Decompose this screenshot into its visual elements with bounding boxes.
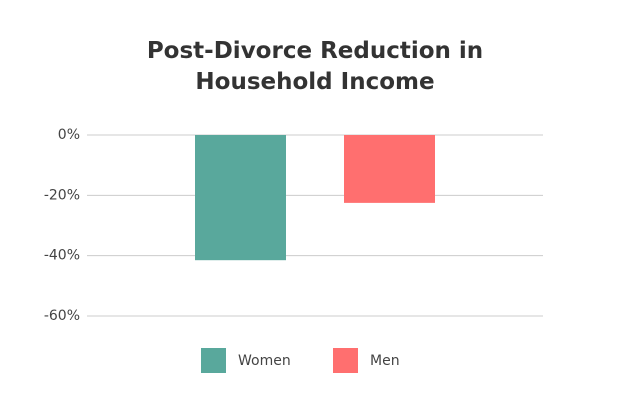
legend-label: Women xyxy=(238,353,291,369)
y-tick-label: 0% xyxy=(58,127,80,143)
y-tick-label: -40% xyxy=(44,248,80,264)
legend-label: Men xyxy=(370,353,400,369)
y-tick-label: -20% xyxy=(44,187,80,203)
chart-title: Post-Divorce Reduction in Household Inco… xyxy=(146,38,484,95)
y-tick-label: -60% xyxy=(44,308,80,324)
bar xyxy=(195,135,286,261)
bar xyxy=(344,135,435,203)
legend-swatch xyxy=(201,348,226,373)
legend-swatch xyxy=(333,348,358,373)
